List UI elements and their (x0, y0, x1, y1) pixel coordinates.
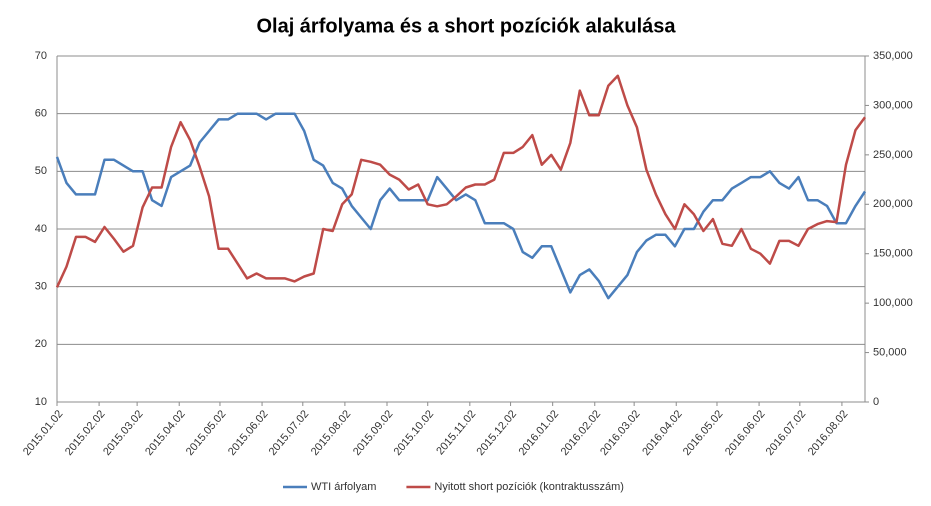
x-tick-label: 2015.10.02 (392, 408, 437, 458)
y-tick-label: 10 (35, 396, 47, 408)
x-tick-label: 2015.03.02 (101, 408, 146, 458)
series-line (55, 112, 867, 300)
legend-label: Nyitott short pozíciók (kontraktusszám) (434, 481, 624, 493)
x-tick-label: 2015.04.02 (143, 408, 188, 458)
y-tick-label: 50 (35, 165, 47, 177)
x-tick-label: 2016.04.02 (640, 408, 685, 458)
x-tick-label: 2015.01.02 (21, 408, 66, 458)
y-tick-label: 70 (35, 50, 47, 62)
x-tick-label: 2015.12.02 (475, 408, 520, 458)
y-tick-label: 60 (35, 108, 47, 120)
x-tick-label: 2016.08.02 (806, 408, 851, 458)
legend-label: WTI árfolyam (311, 481, 376, 493)
y-tick-label: 30 (35, 281, 47, 293)
y-tick-label: 20 (35, 338, 47, 350)
series-line (55, 74, 867, 288)
x-tick-label: 2016.01.02 (517, 408, 562, 458)
y2-tick-label: 200,000 (873, 198, 913, 210)
y2-tick-label: 0 (873, 396, 879, 408)
y2-tick-label: 250,000 (873, 149, 913, 161)
x-tick-label: 2015.09.02 (351, 408, 396, 458)
x-tick-label: 2016.03.02 (598, 408, 643, 458)
x-tick-label: 2016.05.02 (681, 408, 726, 458)
y-tick-label: 40 (35, 223, 47, 235)
y2-tick-label: 150,000 (873, 248, 913, 260)
x-tick-label: 2015.07.02 (267, 408, 312, 458)
y2-tick-label: 100,000 (873, 297, 913, 309)
x-tick-label: 2016.06.02 (723, 408, 768, 458)
x-tick-label: 2015.05.02 (184, 408, 229, 458)
x-tick-label: 2015.06.02 (226, 408, 271, 458)
y2-tick-label: 350,000 (873, 50, 913, 62)
x-tick-label: 2016.07.02 (764, 408, 809, 458)
y2-tick-label: 300,000 (873, 99, 913, 111)
y2-tick-label: 50,000 (873, 346, 907, 358)
x-tick-label: 2016.02.02 (559, 408, 604, 458)
chart-title: Olaj árfolyama és a short pozíciók alaku… (256, 15, 676, 37)
x-tick-label: 2015.11.02 (434, 408, 478, 457)
x-tick-label: 2015.08.02 (309, 408, 354, 458)
